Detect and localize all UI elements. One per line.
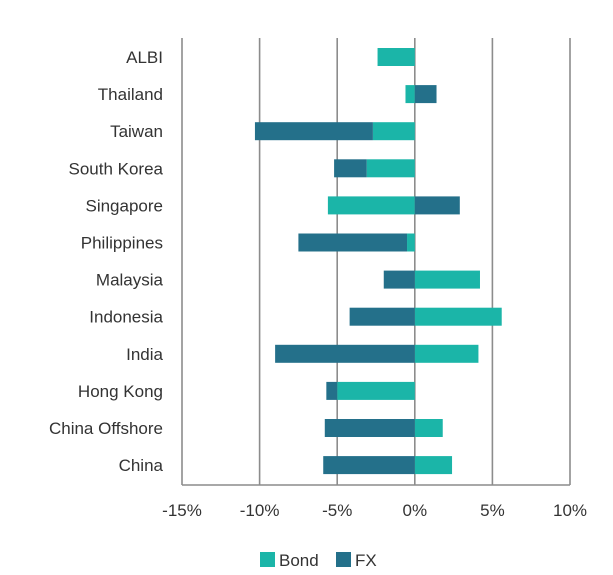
bar-bond-10	[414, 419, 443, 437]
bar-bond-5	[407, 233, 415, 252]
category-label: China Offshore	[49, 419, 163, 438]
bar-bond-2	[372, 122, 415, 141]
category-label: Indonesia	[89, 308, 163, 327]
x-tick-label: 0%	[403, 501, 428, 520]
category-label: Malaysia	[96, 271, 164, 290]
bar-fx-2	[254, 122, 373, 141]
category-label: Philippines	[81, 234, 163, 253]
category-label: Hong Kong	[78, 382, 163, 401]
x-tick-label: -5%	[322, 501, 352, 520]
bar-fx-8	[275, 344, 415, 363]
legend-label-bond: Bond	[279, 551, 319, 570]
category-label: Singapore	[85, 196, 163, 215]
bar-bond-4	[327, 196, 415, 215]
bars	[254, 48, 502, 475]
bar-bond-11	[414, 456, 453, 475]
x-tick-label: -10%	[240, 501, 280, 520]
category-labels: ALBI Thailand Taiwan South Korea Singapore Ph…	[49, 48, 164, 475]
bar-bond-1	[405, 85, 415, 104]
category-label: South Korea	[68, 159, 163, 178]
bar-fx-11	[323, 456, 415, 475]
category-label: Taiwan	[110, 122, 163, 141]
bar-bond-0	[377, 48, 415, 66]
bar-fx-9	[326, 381, 338, 400]
bar-fx-5	[298, 233, 408, 252]
bar-fx-4	[414, 196, 460, 215]
bar-bond-3	[366, 159, 415, 178]
bar-bond-7	[414, 307, 502, 326]
legend-swatch-fx	[336, 552, 351, 567]
category-label: China	[119, 456, 164, 475]
category-label: ALBI	[126, 48, 163, 67]
x-tick-label: 5%	[480, 501, 505, 520]
category-label: Thailand	[98, 85, 163, 104]
bar-fx-1	[414, 85, 437, 104]
bar-fx-6	[383, 270, 415, 289]
bar-bond-8	[414, 344, 479, 363]
bar-fx-3	[334, 159, 367, 178]
category-label: India	[126, 345, 163, 364]
tick-labels: -15% -10% -5% 0% 5% 10%	[162, 501, 587, 520]
bar-bond-9	[337, 381, 415, 400]
legend: Bond FX	[260, 551, 377, 570]
bar-fx-10	[324, 419, 415, 437]
bar-fx-7	[349, 307, 415, 326]
legend-swatch-bond	[260, 552, 275, 567]
gridlines	[181, 38, 571, 485]
legend-label-fx: FX	[355, 551, 377, 570]
x-tick-label: 10%	[553, 501, 587, 520]
bar-bond-6	[414, 270, 480, 289]
x-tick-label: -15%	[162, 501, 202, 520]
